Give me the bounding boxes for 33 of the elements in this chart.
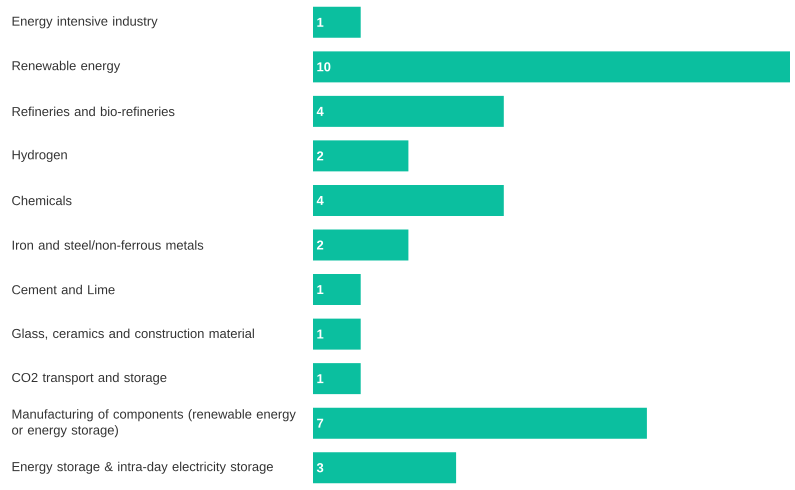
data-label: 2	[316, 240, 324, 250]
data-label: 1	[317, 374, 324, 384]
y-tick-label: Energy intensive industry	[12, 16, 158, 28]
bar	[313, 51, 790, 82]
y-tick-label: Refineries and bio-refineries	[12, 106, 174, 116]
bar	[313, 318, 361, 350]
y-tick-label: Glass, ceramics and construction material	[12, 328, 254, 340]
data-label: 10	[317, 62, 330, 72]
data-label: 2	[316, 151, 324, 160]
bar	[313, 274, 361, 306]
bar	[313, 408, 647, 439]
y-tick-label: Manufacturing of components (renewable energy or energy storage)	[12, 409, 296, 438]
data-label: 1	[317, 285, 324, 294]
bar	[313, 452, 456, 484]
bar	[313, 96, 504, 127]
y-tick-label: Cement and Lime	[12, 284, 115, 294]
y-tick-label: CO2 transport and storage	[12, 372, 166, 385]
bar	[313, 230, 408, 261]
data-label: 4	[316, 196, 324, 205]
y-tick-label: Energy storage & intra-day electricity storage	[12, 462, 273, 474]
y-tick-label: Chemicals	[12, 196, 72, 206]
data-label: 1	[317, 330, 324, 339]
data-label: 4	[316, 106, 324, 116]
bar	[313, 140, 408, 172]
bar	[313, 363, 361, 394]
data-label: 7	[317, 418, 324, 428]
data-label: 1	[317, 18, 324, 27]
y-tick-label: Iron and steel/non-ferrous metals	[12, 240, 204, 250]
bar	[313, 184, 504, 216]
y-tick-label: Renewable energy	[12, 60, 120, 73]
data-label: 3	[316, 463, 324, 472]
bar	[313, 6, 361, 38]
y-tick-label: Hydrogen	[12, 150, 67, 162]
